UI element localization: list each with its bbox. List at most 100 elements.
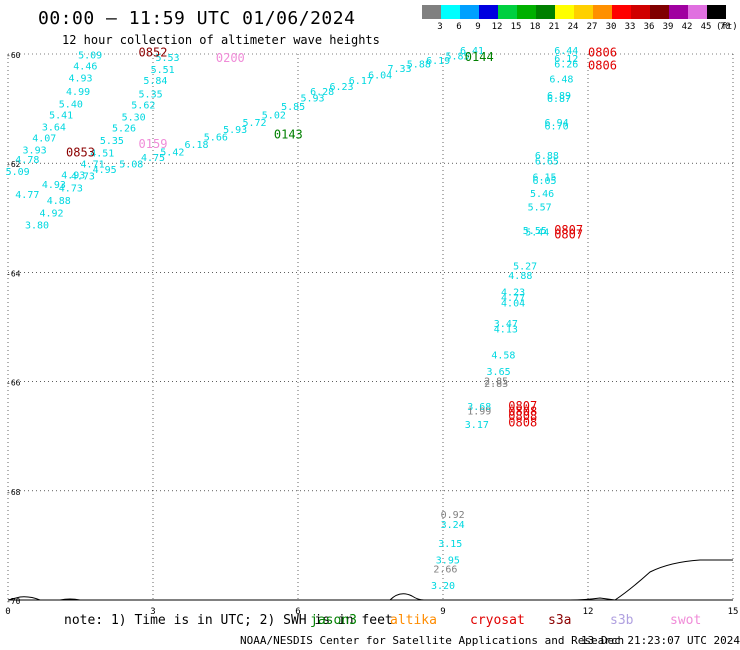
pass-time-label: 0808 [508,409,537,423]
wave-height-label: 4.93 [61,170,85,181]
colorbar-swatch [593,5,612,19]
satellite-legend-item: s3a [548,613,572,628]
wave-height-label: 5.93 [223,125,247,136]
wave-height-label: 6.88 [535,151,559,162]
wave-height-label: 5.42 [160,148,184,159]
pass-time-label: 0143 [274,128,303,142]
colorbar-label: 33 [624,22,636,32]
colorbar-unit: (ft) [716,22,738,32]
colorbar-swatch [707,5,726,19]
wave-height-label: 4.99 [66,87,90,98]
wave-height-label: 4.75 [141,153,165,164]
wave-height-label: 6.26 [554,60,578,71]
colorbar-label: 15 [510,22,522,32]
colorbar-label: 21 [548,22,560,32]
satellite-legend-item: jason3 [310,613,357,628]
wave-height-label: 4.92 [39,209,63,220]
pass-time-label: 0808 [508,404,537,418]
y-tick-label: -70 [6,597,21,606]
wave-height-label: 4.13 [494,324,518,335]
wave-height-label: 6.18 [184,140,208,151]
y-tick-label: -62 [6,160,21,169]
pass-time-label: 0853 [66,146,95,160]
wave-height-label: 4.51 [90,149,114,160]
colorbar-swatch [612,5,631,19]
pass-time-label: 0807 [554,223,583,237]
y-tick-label: -64 [6,269,21,278]
wave-height-label: 6.44 [554,46,578,57]
wave-height-label: 3.20 [431,581,455,592]
colorbar-label: 12 [491,22,503,32]
wave-height-label: 5.66 [204,132,228,143]
satellite-legend-item: swot [670,613,702,628]
wave-height-label: 7.33 [387,64,411,75]
satellite-legend-item: s3b [610,613,634,628]
colorbar-swatch [517,5,536,19]
wave-height-label: 4.58 [491,351,515,362]
footer-note: note: 1) Time is in UTC; 2) SWH is in fe… [64,613,393,628]
wave-height-label: 3.15 [438,539,462,550]
wave-height-label: 3.80 [25,221,49,232]
y-tick-label: -60 [6,51,21,60]
pass-time-label: 0200 [216,51,245,65]
wave-height-label: 4.88 [508,271,532,282]
wave-height-label: 4.93 [68,73,92,84]
wave-height-label: 6.41 [460,46,484,57]
colorbar-label: 30 [605,22,617,32]
wave-height-label: 3.65 [487,367,511,378]
wave-height-label: 5.41 [49,110,73,121]
wave-height-label: 1.99 [467,406,491,417]
wave-height-label: 3.24 [441,520,465,531]
wave-height-label: 6.04 [368,71,392,82]
wave-height-label: 6.48 [549,74,573,85]
wave-height-label: 0.92 [441,510,465,521]
pass-time-label: 0852 [139,46,168,60]
wave-height-label: 6.87 [547,94,571,105]
colorbar-swatch [555,5,574,19]
wave-height-label: 4.88 [47,196,71,207]
wave-height-label: 5.46 [530,189,554,200]
colorbar-swatch [631,5,650,19]
page-title: 00:00 – 11:59 UTC 01/06/2024 [38,8,356,29]
wave-height-label: 5.55 [523,226,547,237]
wave-height-label: 6.94 [545,118,569,129]
colorbar-label: 45 [700,22,712,32]
colorbar-swatch [574,5,593,19]
wave-height-label: 5.09 [6,167,30,178]
y-tick-label: -66 [6,379,21,388]
satellite-legend-item: cryosat [470,613,525,628]
pass-time-label: 0806 [588,46,617,60]
wave-height-label: 4.77 [501,293,525,304]
wave-height-label: 5.40 [59,100,83,111]
wave-height-label: 5.08 [119,160,143,171]
wave-height-label: 5.30 [122,113,146,124]
colorbar-label: 70 [719,22,731,32]
wave-height-label: 3.93 [23,145,47,156]
wave-height-label: 4.73 [59,184,83,195]
x-tick-label: 3 [150,607,155,617]
wave-height-label: 5.26 [112,124,136,135]
colorbar-swatch [479,5,498,19]
wave-height-label: 4.73 [71,172,95,183]
wave-height-label: 3.68 [467,402,491,413]
wave-height-label: 4.23 [501,287,525,298]
wave-height-label: 5.88 [407,60,431,71]
x-tick-label: 9 [440,607,445,617]
colorbar-label: 6 [456,22,462,32]
wave-height-label: 5.62 [131,101,155,112]
wave-height-label: 3.47 [494,319,518,330]
colorbar-swatch [669,5,688,19]
footer-credit: NOAA/NESDIS Center for Satellite Applica… [240,634,625,647]
wave-height-label: 5.44 [525,227,549,238]
wave-height-label: 6.65 [535,156,559,167]
wave-height-label: 6.70 [545,121,569,132]
pass-time-label: 0807 [554,228,583,242]
wave-height-label: 4.95 [93,165,117,176]
wave-height-label: 5.35 [139,90,163,101]
wave-height-label: 4.77 [15,190,39,201]
pass-time-label: 0144 [465,50,494,64]
colorbar-label: 42 [681,22,693,32]
wave-height-label: 4.93 [42,180,66,191]
